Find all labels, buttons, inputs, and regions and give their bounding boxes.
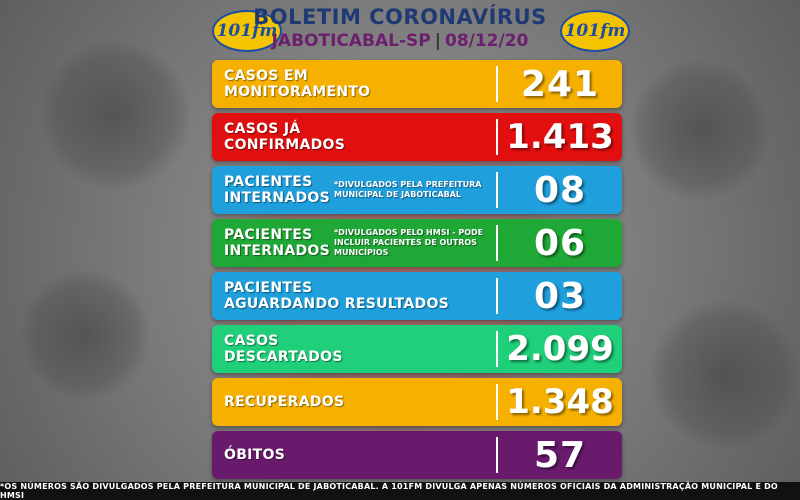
row-divider (496, 331, 498, 367)
background-virus-small (20, 270, 150, 400)
row-aguardando: PACIENTES AGUARDANDO RESULTADOS 03 (212, 272, 622, 320)
radio-logo-left: 101fm (212, 10, 282, 52)
row-internados-hmsi: PACIENTES INTERNADOS *DIVULGADOS PELO HM… (212, 219, 622, 267)
row-label-line1: PACIENTES (224, 280, 313, 296)
background-virus-small (650, 300, 800, 450)
row-obitos: ÓBITOS 57 (212, 431, 622, 479)
row-value: 241 (520, 63, 600, 105)
row-confirmados: CASOS JÁ CONFIRMADOS 1.413 (212, 113, 622, 161)
row-label: CASOS DESCARTADOS (224, 325, 494, 373)
row-note: *DIVULGADOS PELO HMSI - PODE INCLUIR PAC… (334, 228, 484, 257)
row-recuperados: RECUPERADOS 1.348 (212, 378, 622, 426)
row-label-line1: CASOS (224, 333, 279, 349)
row-label: ÓBITOS (224, 431, 494, 479)
row-label: CASOS JÁ CONFIRMADOS (224, 113, 494, 161)
footer-disclaimer: *OS NÚMEROS SÃO DIVULGADOS PELA PREFEITU… (0, 482, 800, 500)
row-divider (496, 66, 498, 102)
radio-logo-right: 101fm (560, 10, 630, 52)
background-virus-small (40, 40, 190, 190)
row-divider (496, 437, 498, 473)
bulletin-date: 08/12/20 (444, 31, 529, 51)
row-label-line1: CASOS EM (224, 68, 308, 84)
radio-logo-text: 101fm (216, 21, 278, 41)
row-value: 57 (533, 434, 587, 476)
row-value: 06 (533, 222, 587, 264)
row-value: 1.413 (506, 117, 614, 157)
row-label: PACIENTES AGUARDANDO RESULTADOS (224, 272, 494, 320)
city-name: JABOTICABAL-SP (271, 31, 431, 51)
row-label-line1: RECUPERADOS (224, 394, 345, 410)
row-divider (496, 172, 498, 208)
row-label-line2: MONITORAMENTO (224, 84, 371, 100)
row-value: 08 (533, 169, 587, 211)
row-value: 2.099 (506, 329, 614, 369)
row-value: 03 (533, 275, 587, 317)
row-label-line2: INTERNADOS (224, 243, 330, 259)
row-note: *DIVULGADOS PELA PREFEITURA MUNICIPAL DE… (334, 180, 482, 199)
row-label: RECUPERADOS (224, 378, 494, 426)
page-title: BOLETIM CORONAVÍRUS (253, 5, 547, 29)
header: 101fm BOLETIM CORONAVÍRUS JABOTICABAL-SP… (0, 0, 800, 58)
radio-logo-text: 101fm (564, 21, 626, 41)
city-date-line: JABOTICABAL-SP | 08/12/20 (0, 31, 800, 51)
row-divider (496, 119, 498, 155)
row-label-line2: CONFIRMADOS (224, 137, 346, 153)
row-divider (496, 384, 498, 420)
separator: | (434, 31, 441, 51)
row-internados-prefeitura: PACIENTES INTERNADOS *DIVULGADOS PELA PR… (212, 166, 622, 214)
row-divider (496, 278, 498, 314)
row-label-line2: INTERNADOS (224, 190, 330, 206)
row-label-line1: CASOS JÁ (224, 121, 301, 137)
row-label-line1: PACIENTES (224, 227, 313, 243)
row-descartados: CASOS DESCARTADOS 2.099 (212, 325, 622, 373)
row-label: PACIENTES INTERNADOS (224, 219, 494, 267)
row-label-line1: PACIENTES (224, 174, 313, 190)
row-label: PACIENTES INTERNADOS (224, 166, 494, 214)
row-label-line1: ÓBITOS (224, 447, 286, 463)
row-label-line2: DESCARTADOS (224, 349, 343, 365)
row-value: 1.348 (506, 382, 614, 422)
row-label: CASOS EM MONITORAMENTO (224, 60, 494, 108)
row-label-line2: AGUARDANDO RESULTADOS (224, 296, 450, 312)
background-virus-small (630, 60, 770, 200)
row-divider (496, 225, 498, 261)
row-monitoramento: CASOS EM MONITORAMENTO 241 (212, 60, 622, 108)
